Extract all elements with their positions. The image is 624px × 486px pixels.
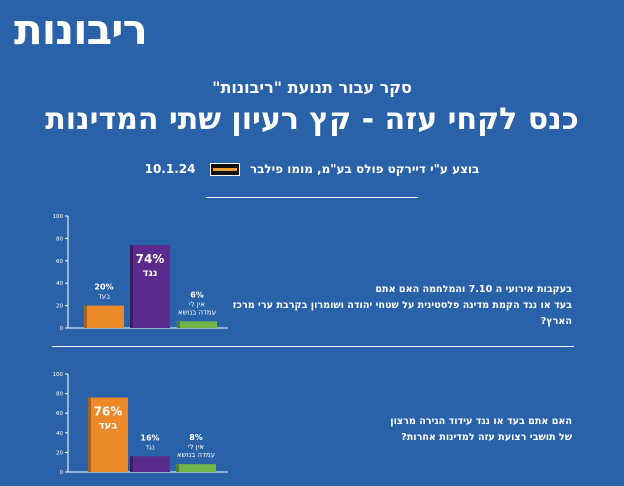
bar-side-shade	[176, 464, 179, 472]
data-label: 20%	[94, 283, 113, 292]
y-tick-label: 100	[53, 214, 64, 220]
bar	[130, 245, 170, 328]
survey-title: כנס לקחי עזה - קץ רעיון שתי המדינות	[45, 102, 579, 137]
bar	[177, 321, 217, 328]
question-1: בעקבות אירועי ה 7.10 והמלחמה האם אתם בעד…	[232, 282, 572, 330]
y-tick-label: 60	[56, 259, 63, 265]
category-label: בעד	[99, 421, 118, 432]
y-tick-label: 80	[56, 392, 63, 398]
question-2: האם אתם בעד או נגד עידוד הגירה מרצון של …	[232, 414, 572, 446]
byline-text: בוצע ע"י דיירקט פולס בע"מ, מומו פילבר	[249, 162, 480, 176]
y-tick-label: 60	[56, 411, 63, 417]
bar-side-shade	[84, 305, 87, 328]
question-1-line-1: בעקבות אירועי ה 7.10 והמלחמה האם אתם	[375, 284, 572, 295]
title-divider	[206, 197, 418, 198]
bar	[88, 397, 128, 472]
y-tick-label: 100	[53, 372, 64, 378]
bar-side-shade	[130, 245, 133, 328]
question-2-line-2: של תושבי רצועת עזה למדינות אחרות?	[401, 432, 572, 443]
bar-side-shade	[130, 456, 133, 472]
bar	[84, 305, 124, 328]
section-divider	[52, 346, 574, 347]
category-label: נגד	[143, 268, 158, 279]
data-label: 8%	[189, 433, 203, 442]
y-tick-label: 0	[60, 470, 64, 476]
brand-logo: ריבונות	[14, 5, 148, 54]
data-label: 6%	[190, 290, 204, 299]
y-tick-label: 80	[56, 236, 63, 242]
category-label: אין לי	[188, 443, 204, 451]
bar	[130, 456, 170, 472]
category-label: נגד	[145, 443, 155, 451]
y-tick-label: 20	[56, 450, 63, 456]
bar-side-shade	[177, 321, 180, 328]
y-tick-label: 20	[56, 304, 63, 310]
y-tick-label: 0	[60, 326, 64, 332]
category-label: בעד	[98, 293, 110, 301]
survey-date: 10.1.24	[144, 162, 196, 176]
data-label: 74%	[136, 252, 165, 266]
data-label: 16%	[140, 433, 159, 442]
y-tick-label: 40	[56, 431, 63, 437]
question-1-line-2: בעד או נגד הקמת מדינה פלסטינית על שטחי י…	[232, 300, 572, 327]
bar-side-shade	[88, 397, 91, 472]
data-label: 76%	[94, 405, 123, 419]
question-2-line-1: האם אתם בעד או נגד עידוד הגירה מרצון	[390, 416, 572, 427]
y-tick-label: 40	[56, 281, 63, 287]
byline-row: בוצע ע"י דיירקט פולס בע"מ, מומו פילבר 10…	[0, 162, 624, 176]
category-label: אין לי	[189, 300, 205, 308]
survey-subtitle: סקר עבור תנועת "ריבונות"	[212, 78, 412, 97]
category-label: עמדה בנושא	[177, 451, 215, 459]
bar	[176, 464, 216, 472]
pollster-logo-icon	[209, 163, 240, 176]
category-label: עמדה בנושא	[178, 308, 216, 316]
